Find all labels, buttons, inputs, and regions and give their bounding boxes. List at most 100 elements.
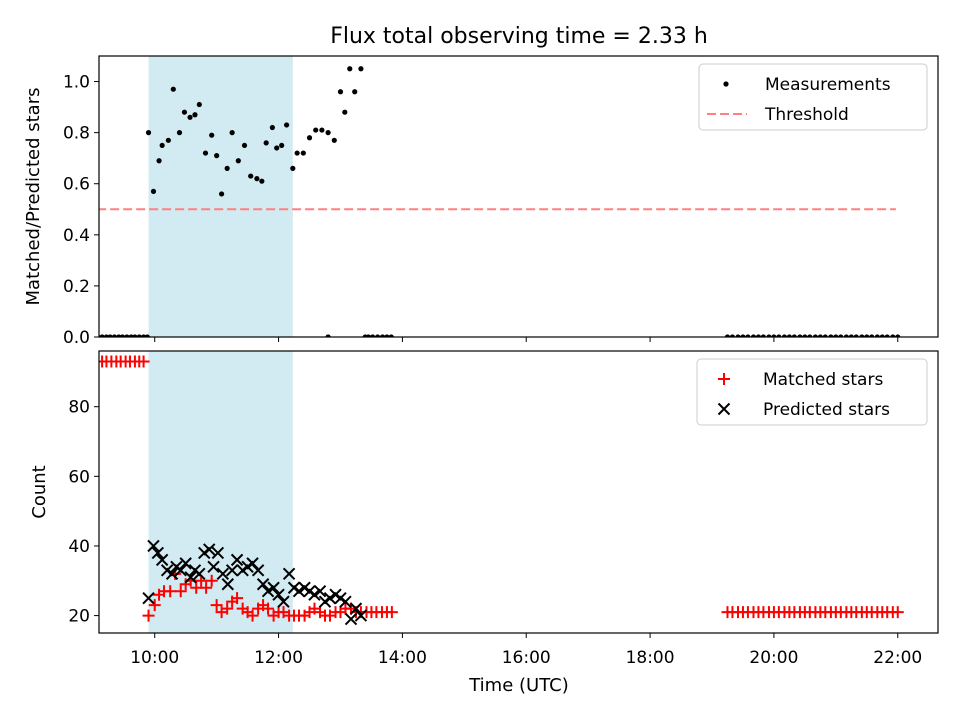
shaded-observing-window bbox=[148, 56, 293, 337]
data-point bbox=[272, 588, 285, 601]
data-point bbox=[147, 539, 160, 553]
data-point bbox=[750, 334, 757, 337]
data-point bbox=[142, 591, 155, 605]
data-point bbox=[342, 109, 348, 115]
data-point bbox=[269, 124, 275, 131]
data-point bbox=[251, 564, 265, 577]
data-point bbox=[786, 334, 792, 337]
data-point bbox=[207, 560, 220, 574]
data-point bbox=[294, 150, 300, 156]
data-point bbox=[87, 355, 99, 367]
data-point bbox=[864, 334, 870, 337]
x-tick-label: 22:00 bbox=[873, 648, 922, 668]
data-point bbox=[277, 595, 290, 608]
data-point bbox=[155, 553, 169, 567]
series-measurements bbox=[99, 66, 901, 337]
y-tick-label: 1.0 bbox=[63, 73, 90, 93]
data-point bbox=[202, 150, 209, 156]
data-point bbox=[150, 188, 157, 194]
data-point bbox=[817, 334, 823, 337]
y-tick-label: 0.8 bbox=[63, 124, 90, 144]
data-point bbox=[224, 165, 230, 171]
y-tick-label: 0.4 bbox=[63, 226, 90, 246]
data-point bbox=[151, 546, 165, 560]
data-point bbox=[292, 585, 306, 598]
data-point bbox=[142, 609, 155, 622]
data-point bbox=[107, 334, 113, 337]
data-point bbox=[211, 546, 225, 560]
data-point bbox=[209, 132, 215, 138]
data-point bbox=[274, 145, 280, 151]
data-point bbox=[261, 585, 275, 598]
data-point bbox=[349, 602, 363, 615]
data-point bbox=[111, 334, 118, 337]
data-point bbox=[771, 334, 777, 337]
data-point bbox=[235, 158, 241, 164]
data-point bbox=[802, 334, 808, 337]
data-point bbox=[807, 334, 813, 337]
axes-frame bbox=[98, 55, 939, 338]
x-axis-ticks: 10:00 12:00 14:00 16:00 18:00 20:00 22:00 bbox=[130, 648, 922, 668]
data-point bbox=[192, 112, 198, 118]
data-point bbox=[859, 334, 865, 337]
data-point bbox=[241, 142, 248, 149]
data-point bbox=[187, 114, 193, 120]
data-marks bbox=[99, 66, 901, 337]
shaded-observing-window bbox=[148, 351, 293, 633]
data-point bbox=[354, 609, 368, 622]
data-point bbox=[384, 334, 390, 337]
data-point bbox=[812, 334, 818, 337]
data-point bbox=[724, 334, 731, 337]
data-point bbox=[379, 334, 386, 337]
data-point bbox=[225, 564, 239, 577]
data-point bbox=[843, 334, 849, 337]
data-point bbox=[745, 334, 751, 337]
data-point bbox=[214, 153, 220, 159]
data-point bbox=[869, 334, 875, 337]
legend-marker bbox=[717, 402, 731, 416]
data-point bbox=[156, 158, 162, 164]
data-point bbox=[119, 334, 126, 337]
data-point bbox=[781, 334, 788, 337]
data-point bbox=[174, 585, 187, 598]
legend: Measurements Threshold bbox=[698, 63, 928, 131]
y-tick-label: 80 bbox=[68, 398, 90, 418]
data-point bbox=[890, 334, 896, 337]
data-point bbox=[279, 142, 285, 149]
ratio-panel: 0.0 0.2 0.4 0.6 0.8 1.0 Matched/Predicted star… bbox=[23, 55, 939, 348]
data-point bbox=[358, 66, 364, 72]
data-point bbox=[879, 334, 885, 337]
x-tick-label: 16:00 bbox=[502, 648, 551, 668]
x-tick-label: 14:00 bbox=[378, 648, 427, 668]
data-point bbox=[300, 150, 306, 156]
data-point bbox=[325, 130, 331, 136]
data-point bbox=[148, 599, 161, 612]
y-tick-label: 40 bbox=[68, 537, 90, 557]
data-point bbox=[797, 334, 803, 337]
x-axis-label: Time (UTC) bbox=[468, 675, 569, 696]
data-point bbox=[365, 334, 371, 337]
data-point bbox=[776, 334, 782, 337]
data-point bbox=[229, 130, 235, 136]
data-point bbox=[136, 334, 142, 337]
data-point bbox=[132, 334, 138, 337]
y-tick-label: 20 bbox=[68, 607, 90, 627]
data-point bbox=[246, 609, 259, 622]
x-tick-label: 12:00 bbox=[254, 648, 303, 668]
legend-label: Measurements bbox=[765, 75, 891, 95]
data-point bbox=[848, 334, 854, 337]
data-point bbox=[179, 557, 192, 570]
data-point bbox=[145, 130, 152, 136]
data-point bbox=[791, 334, 797, 337]
y-tick-label: 0.0 bbox=[63, 328, 90, 348]
data-point bbox=[740, 334, 746, 337]
data-point bbox=[290, 165, 296, 171]
data-point bbox=[388, 334, 394, 337]
data-point bbox=[254, 176, 260, 182]
data-point bbox=[184, 571, 197, 584]
data-point bbox=[895, 334, 901, 337]
legend-label: Matched stars bbox=[763, 370, 883, 390]
data-point bbox=[262, 602, 275, 615]
data-point bbox=[306, 135, 313, 141]
data-point bbox=[284, 122, 290, 128]
